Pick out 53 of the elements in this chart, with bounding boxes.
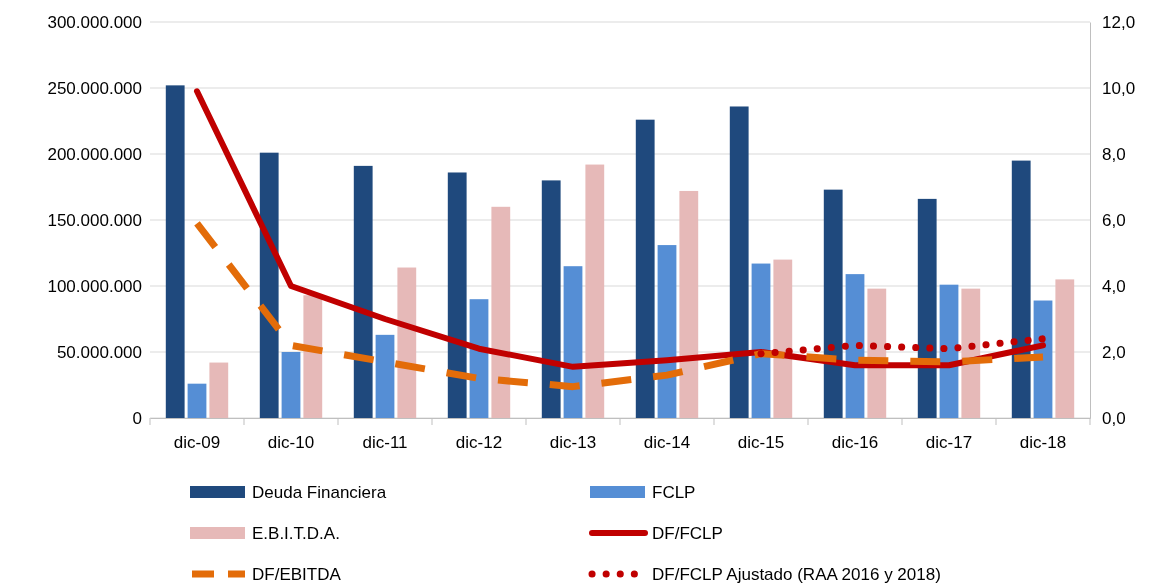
x-tick-label: dic-14 bbox=[643, 433, 691, 453]
bar bbox=[961, 288, 981, 418]
bar bbox=[679, 190, 699, 418]
bar bbox=[303, 295, 323, 418]
y-tick-label: 100.000.000 bbox=[47, 276, 142, 296]
legend-label: DF/EBITDA bbox=[252, 565, 342, 584]
bar bbox=[1055, 279, 1075, 418]
x-tick-label: dic-16 bbox=[831, 433, 879, 453]
y-tick-label: 50.000.000 bbox=[56, 342, 142, 362]
bar bbox=[751, 263, 771, 418]
bar bbox=[187, 383, 207, 418]
x-tick-label: dic-15 bbox=[737, 433, 785, 453]
legend-label: DF/FCLP bbox=[652, 524, 723, 543]
x-tick-label: dic-17 bbox=[925, 433, 973, 453]
bar bbox=[917, 198, 937, 418]
bar bbox=[447, 172, 467, 418]
bar bbox=[635, 119, 655, 418]
bar bbox=[375, 334, 395, 418]
bar bbox=[491, 206, 511, 418]
y2-tick-label: 6,0 bbox=[1102, 210, 1126, 230]
legend-label: DF/FCLP Ajustado (RAA 2016 y 2018) bbox=[652, 565, 941, 584]
y-tick-label: 250.000.000 bbox=[47, 78, 142, 98]
y2-tick-label: 10,0 bbox=[1102, 78, 1136, 98]
bar bbox=[823, 189, 843, 418]
legend-label: FCLP bbox=[652, 483, 696, 502]
bar bbox=[585, 164, 605, 418]
bar bbox=[259, 152, 279, 418]
y2-tick-label: 8,0 bbox=[1102, 144, 1126, 164]
bar bbox=[729, 106, 749, 418]
bar bbox=[1011, 160, 1031, 418]
x-tick-label: dic-09 bbox=[173, 433, 221, 453]
y-tick-label: 150.000.000 bbox=[47, 210, 142, 230]
x-tick-label: dic-12 bbox=[455, 433, 503, 453]
bar bbox=[353, 165, 373, 418]
bar bbox=[397, 267, 417, 418]
bar bbox=[281, 352, 301, 418]
x-tick-label: dic-18 bbox=[1019, 433, 1067, 453]
y2-tick-label: 12,0 bbox=[1102, 12, 1136, 32]
bar bbox=[773, 259, 793, 418]
y-tick-label: 0 bbox=[132, 408, 142, 428]
y-tick-label: 200.000.000 bbox=[47, 144, 142, 164]
legend-label: Deuda Financiera bbox=[252, 483, 387, 502]
legend-label: E.B.I.T.D.A. bbox=[252, 524, 340, 543]
x-tick-label: dic-13 bbox=[549, 433, 597, 453]
y2-tick-label: 0,0 bbox=[1102, 408, 1126, 428]
bar bbox=[541, 180, 561, 418]
y-tick-label: 300.000.000 bbox=[47, 12, 142, 32]
bar bbox=[209, 362, 229, 418]
y2-tick-label: 2,0 bbox=[1102, 342, 1126, 362]
x-tick-label: dic-10 bbox=[267, 433, 315, 453]
y2-tick-label: 4,0 bbox=[1102, 276, 1126, 296]
bar bbox=[165, 85, 185, 418]
x-tick-label: dic-11 bbox=[362, 433, 408, 453]
